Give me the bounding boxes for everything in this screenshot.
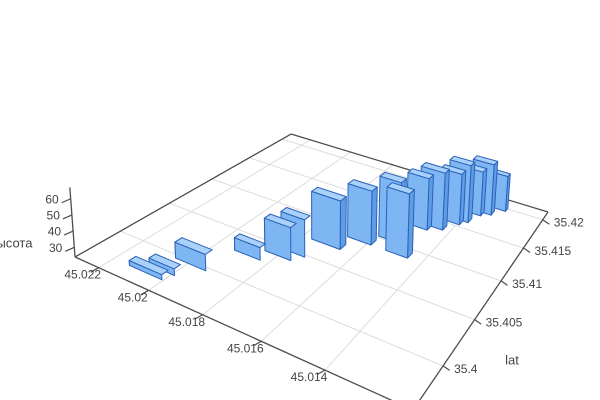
bar-top-face [128, 255, 169, 276]
bar-top-face [174, 237, 213, 255]
lat-tick [442, 365, 451, 371]
bar-top-face [440, 164, 467, 175]
bar-top-face [472, 155, 499, 166]
floor-grid-line [98, 139, 311, 269]
lon-tick-label: 45.022 [64, 268, 101, 282]
lon-tick [140, 289, 149, 296]
lat-tick-label: 35.405 [486, 316, 523, 330]
bar-top-face [407, 168, 434, 180]
back-left-edge [74, 133, 292, 258]
lon-tick-label: 45.018 [168, 315, 205, 329]
z-tick-label: 50 [47, 208, 61, 222]
lon-tick-label: 45.02 [118, 290, 148, 304]
bar-top-face [347, 179, 378, 192]
floor-grid-line [148, 151, 351, 291]
lat-tick-label: 35.41 [512, 277, 542, 291]
z-tick [62, 214, 73, 220]
lon-axis-line [74, 256, 393, 400]
z-tick-label: 60 [45, 192, 59, 206]
lon-tick [90, 267, 99, 273]
z-tick [63, 230, 74, 236]
z-axis-line [69, 187, 76, 258]
lat-tick-label: 35.4 [454, 362, 478, 376]
bar-top-face [148, 253, 181, 270]
bar-top-face [311, 186, 347, 202]
lat-tick [474, 319, 482, 325]
bar-top-face [379, 171, 407, 184]
bar-top-face [449, 155, 476, 167]
lon-tick [252, 340, 262, 347]
lat-tick-label: 35.42 [554, 216, 584, 230]
bar-top-face [263, 213, 297, 229]
bar-front-face [347, 183, 373, 246]
bar-end-face [339, 196, 347, 250]
lat-tick [500, 280, 508, 286]
lat-tick [523, 247, 531, 254]
bar-front-face [385, 186, 410, 259]
bar-top-face [233, 233, 266, 249]
lon-tick [194, 314, 203, 320]
z-tick-label: 30 [49, 241, 63, 255]
z-tick [65, 246, 75, 252]
lat-tick [542, 219, 550, 225]
floor-grid-line [120, 230, 444, 367]
lat-axis-line [419, 211, 549, 400]
z-tick [61, 198, 71, 204]
bar-top-face [420, 162, 450, 174]
bar-top-face [386, 182, 415, 195]
lat-tick-label: 35.415 [535, 244, 572, 258]
floor-grid-line [169, 202, 475, 321]
lon-tick [316, 369, 326, 376]
lon-tick-label: 45.016 [227, 341, 264, 355]
z-tick-label: 40 [48, 225, 62, 239]
bar-front-face [311, 190, 341, 250]
bar-top-face [280, 207, 311, 221]
lon-tick-label: 45.014 [291, 370, 328, 384]
